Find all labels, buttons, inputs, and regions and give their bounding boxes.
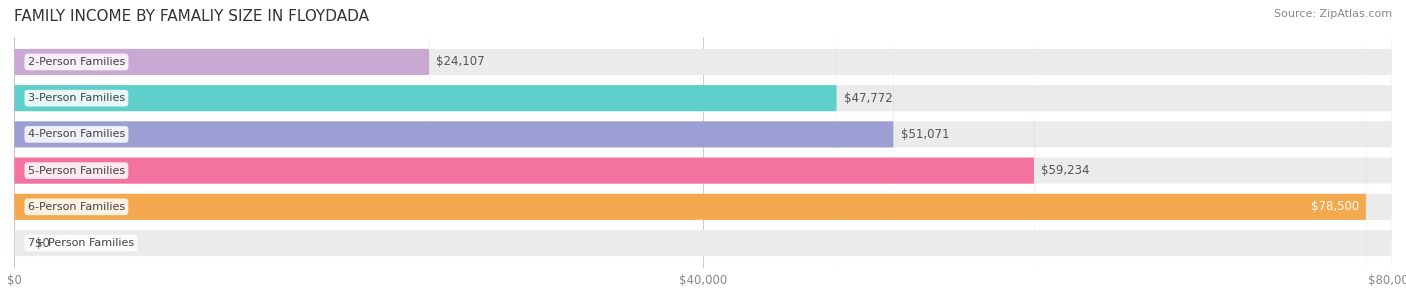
FancyBboxPatch shape — [14, 0, 429, 305]
Text: $59,234: $59,234 — [1042, 164, 1090, 177]
Text: $78,500: $78,500 — [1310, 200, 1360, 213]
FancyBboxPatch shape — [14, 0, 1392, 305]
Text: $24,107: $24,107 — [436, 56, 485, 68]
Text: 3-Person Families: 3-Person Families — [28, 93, 125, 103]
Text: FAMILY INCOME BY FAMALIY SIZE IN FLOYDADA: FAMILY INCOME BY FAMALIY SIZE IN FLOYDAD… — [14, 9, 368, 24]
FancyBboxPatch shape — [14, 0, 1392, 305]
FancyBboxPatch shape — [14, 0, 1392, 305]
FancyBboxPatch shape — [14, 0, 1367, 305]
FancyBboxPatch shape — [14, 0, 1035, 305]
FancyBboxPatch shape — [14, 0, 1392, 305]
FancyBboxPatch shape — [14, 0, 894, 305]
Text: 2-Person Families: 2-Person Families — [28, 57, 125, 67]
FancyBboxPatch shape — [14, 0, 1392, 305]
Text: 4-Person Families: 4-Person Families — [28, 129, 125, 139]
Text: 6-Person Families: 6-Person Families — [28, 202, 125, 212]
Text: 5-Person Families: 5-Person Families — [28, 166, 125, 176]
Text: $51,071: $51,071 — [901, 128, 949, 141]
FancyBboxPatch shape — [14, 0, 837, 305]
Text: $0: $0 — [35, 237, 49, 249]
Text: Source: ZipAtlas.com: Source: ZipAtlas.com — [1274, 9, 1392, 19]
Text: 7+ Person Families: 7+ Person Families — [28, 238, 134, 248]
Text: $47,772: $47,772 — [844, 92, 893, 105]
FancyBboxPatch shape — [14, 0, 1392, 305]
